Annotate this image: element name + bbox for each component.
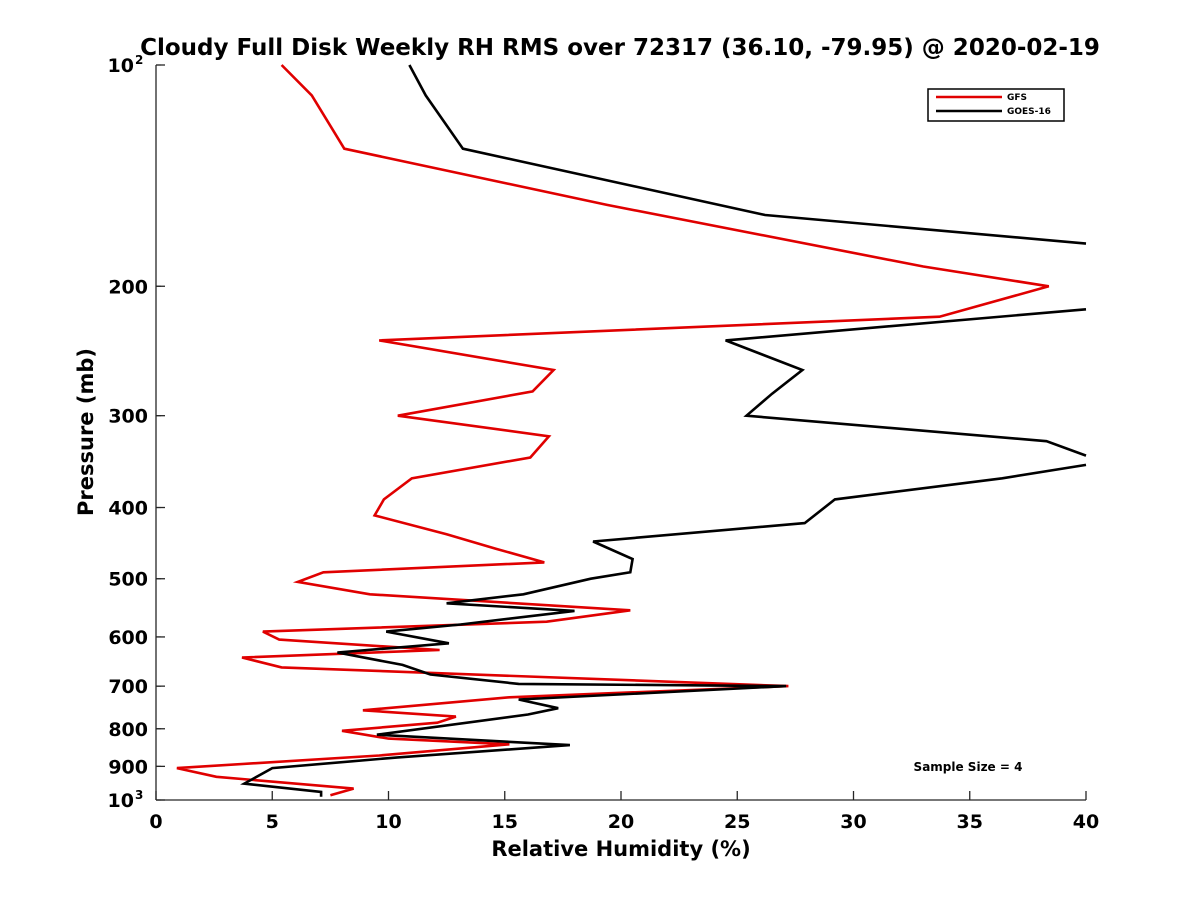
legend-label-gfs: GFS	[1007, 93, 1027, 103]
x-tick-label: 20	[608, 811, 634, 833]
series-line-goes16	[240, 64, 1087, 797]
y-tick-exponent: 2	[135, 53, 143, 67]
y-tick-label: 800	[108, 719, 148, 741]
x-tick-label: 40	[1073, 811, 1099, 833]
y-tick-label: 600	[108, 627, 148, 649]
y-tick-label: 700	[108, 676, 148, 698]
x-tick-label: 10	[375, 811, 401, 833]
series-layer	[176, 64, 1087, 797]
x-tick-label: 30	[840, 811, 866, 833]
y-tick-label: 500	[108, 569, 148, 591]
plot-area: 0 5 10 15 20 25 30 35 40 200 300 400 500 600 700 800 900…	[108, 53, 1100, 833]
y-tick-label: 200	[108, 276, 148, 298]
y-tick-label: 900	[108, 756, 148, 778]
y-tick-exponent: 3	[135, 788, 143, 802]
legend-box	[927, 88, 1065, 122]
legend: GFS GOES-16	[927, 88, 1065, 122]
x-tick-label: 15	[492, 811, 518, 833]
y-tick-label: 400	[108, 498, 148, 520]
x-axis-label: Relative Humidity (%)	[491, 837, 750, 861]
y-tick-label: 10	[108, 55, 134, 77]
y-axis-label: Pressure (mb)	[74, 348, 98, 516]
chart-title: Cloudy Full Disk Weekly RH RMS over 7231…	[140, 35, 1100, 61]
series-line-gfs	[176, 64, 1050, 797]
x-tick-label: 0	[149, 811, 162, 833]
sample-size-annotation: Sample Size = 4	[914, 760, 1023, 774]
x-tick-label: 25	[724, 811, 750, 833]
legend-label-goes16: GOES-16	[1007, 107, 1051, 117]
tick-layer: 0 5 10 15 20 25 30 35 40 200 300 400 500 600 700 800 900…	[108, 53, 1100, 833]
y-tick-label: 10	[108, 790, 134, 812]
x-tick-label: 5	[266, 811, 279, 833]
x-tick-label: 35	[957, 811, 983, 833]
y-tick-label: 300	[108, 406, 148, 428]
